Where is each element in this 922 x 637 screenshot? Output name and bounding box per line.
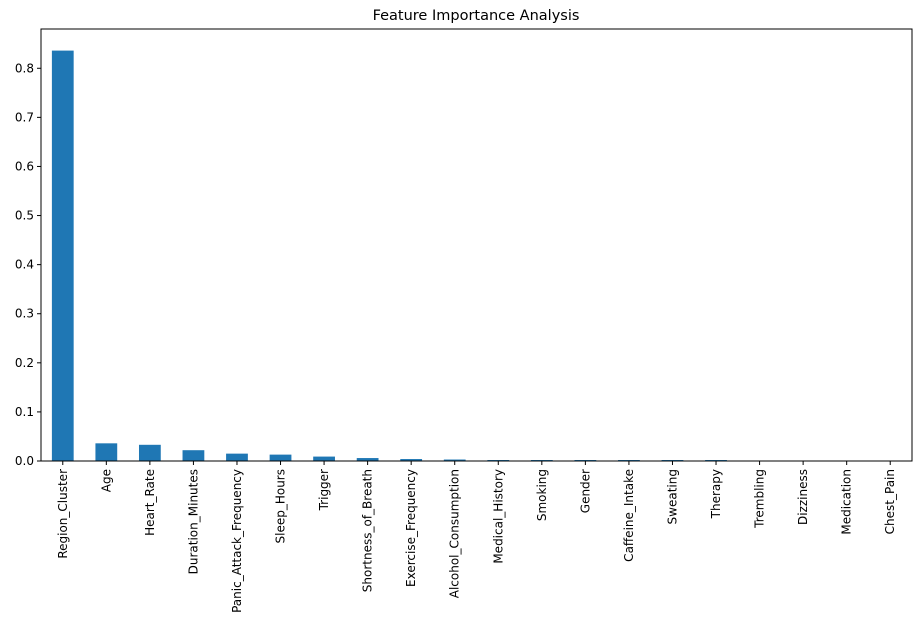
y-tick-label: 0.3: [15, 307, 34, 321]
x-tick-label: Panic_Attack_Frequency: [230, 469, 244, 613]
x-tick-label: Trigger: [317, 469, 331, 511]
bar-trigger: [313, 456, 335, 461]
x-tick-label: Medical_History: [491, 469, 505, 564]
bar-exercise-frequency: [400, 459, 423, 461]
x-tick-label: Shortness_of_Breath: [361, 469, 375, 592]
x-tick-label: Region_Cluster: [56, 469, 70, 559]
x-tick-label: Medication: [840, 469, 854, 535]
bar-heart-rate: [138, 444, 161, 461]
bar-alcohol-consumption: [443, 459, 466, 461]
x-tick-label: Sweating: [665, 469, 679, 524]
x-tick-label: Dizziness: [796, 469, 810, 525]
bars-group: [51, 50, 727, 461]
y-axis: 0.0 0.1 0.2 0.3 0.4 0.5 0.6 0.7 0.8: [15, 61, 41, 468]
bar-duration-minutes: [182, 450, 205, 461]
y-tick-label: 0.4: [15, 258, 34, 272]
x-tick-label: Age: [99, 469, 113, 492]
x-tick-label: Alcohol_Consumption: [448, 469, 462, 598]
bar-sleep-hours: [269, 454, 292, 461]
y-tick-label: 0.2: [15, 356, 34, 370]
chart-title: Feature Importance Analysis: [373, 8, 580, 24]
x-axis: Region_Cluster Age Heart_Rate Duration_Minu…: [56, 461, 897, 613]
x-tick-label: Gender: [578, 469, 592, 513]
x-tick-label: Caffeine_Intake: [622, 469, 636, 562]
x-tick-label: Therapy: [709, 469, 723, 519]
x-tick-label: Exercise_Frequency: [404, 469, 418, 587]
y-tick-label: 0.1: [15, 405, 34, 419]
x-tick-label: Smoking: [535, 469, 549, 521]
x-tick-label: Sleep_Hours: [274, 469, 288, 544]
y-tick-label: 0.5: [15, 209, 34, 223]
y-tick-label: 0.8: [15, 61, 34, 75]
x-tick-label: Trembling: [753, 469, 767, 529]
y-tick-label: 0.7: [15, 110, 34, 124]
bar-shortness-of-breath: [356, 458, 379, 461]
bar-region-cluster: [51, 50, 74, 461]
y-tick-label: 0.0: [15, 454, 34, 468]
x-tick-label: Chest_Pain: [883, 469, 897, 534]
y-tick-label: 0.6: [15, 159, 34, 173]
x-tick-label: Duration_Minutes: [186, 469, 200, 574]
plot-frame: [40, 28, 913, 462]
bar-panic-attack-frequency: [226, 453, 248, 461]
x-tick-label: Heart_Rate: [143, 469, 157, 536]
bar-age: [95, 443, 118, 461]
